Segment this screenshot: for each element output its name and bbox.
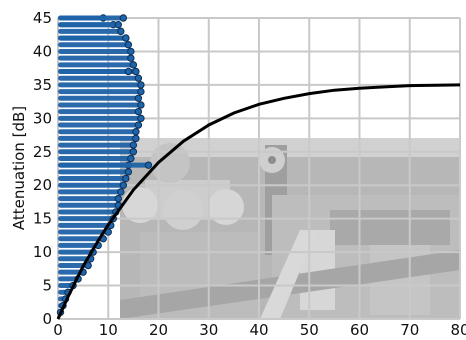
scatter-point-26 (129, 141, 138, 149)
scatter-point-47 (114, 20, 123, 29)
scatter-point-17 (114, 194, 123, 203)
y-tick-label-25: 25 (33, 143, 52, 161)
scatter-point-29 (134, 121, 143, 129)
x-tick-label-50: 50 (300, 321, 319, 339)
y-axis-ticks: 0 5 10 15 20 25 30 35 40 45 (33, 9, 52, 328)
scatter-point-41 (127, 47, 135, 56)
scatter-point-19 (119, 181, 128, 189)
x-axis-ticks: 0 10 20 30 40 50 60 70 80 (53, 321, 466, 339)
scatter-point-24 (127, 154, 135, 163)
x-tick-label-70: 70 (400, 321, 419, 339)
x-tick-label-30: 30 (199, 321, 218, 339)
scatter-point-38 (124, 67, 133, 76)
scatter-point-36 (134, 74, 143, 82)
fit-curve (56, 83, 461, 320)
y-tick-label-5: 5 (42, 277, 52, 295)
scatter-point-20 (122, 174, 130, 183)
scatter-point-49 (119, 14, 128, 22)
scatter-point-25 (129, 148, 138, 156)
scatter-point-31 (134, 107, 143, 116)
y-tick-label-30: 30 (33, 109, 52, 127)
scatter-point-34 (137, 87, 145, 96)
y-tick-label-10: 10 (33, 243, 52, 261)
x-tick-label-20: 20 (149, 321, 168, 339)
y-tick-label-20: 20 (33, 176, 52, 194)
y-axis-label: Attenuation [dB] (10, 106, 28, 230)
y-tick-label-45: 45 (33, 9, 52, 27)
scatter-point-40 (127, 54, 135, 62)
x-tick-label-60: 60 (350, 321, 369, 339)
scatter-point-27 (132, 134, 140, 143)
scatter-point-42 (124, 41, 133, 49)
scatter-point-35 (137, 81, 145, 89)
scatter-point-21 (124, 168, 133, 176)
x-tick-label-10: 10 (99, 321, 118, 339)
scatter-point-44 (122, 34, 130, 42)
y-tick-label-0: 0 (42, 310, 52, 328)
x-tick-label-80: 80 (450, 321, 466, 339)
scatter-point-33 (134, 94, 143, 102)
scatter-point-23 (144, 161, 153, 169)
scatter-point-45 (117, 27, 125, 36)
grid (57, 17, 461, 320)
y-tick-label-35: 35 (33, 76, 52, 94)
x-tick-label-40: 40 (249, 321, 268, 339)
scatter-point-32 (137, 101, 145, 109)
scatter-point-28 (132, 128, 140, 136)
x-tick-label-0: 0 (53, 321, 63, 339)
scatter-point-18 (117, 188, 125, 196)
scatter-series (56, 14, 153, 317)
y-tick-label-15: 15 (33, 210, 52, 228)
scatter-point-30 (137, 114, 145, 123)
y-tick-label-40: 40 (33, 42, 52, 60)
scatter-point-37 (132, 67, 140, 76)
scatter-point-39 (129, 61, 138, 69)
